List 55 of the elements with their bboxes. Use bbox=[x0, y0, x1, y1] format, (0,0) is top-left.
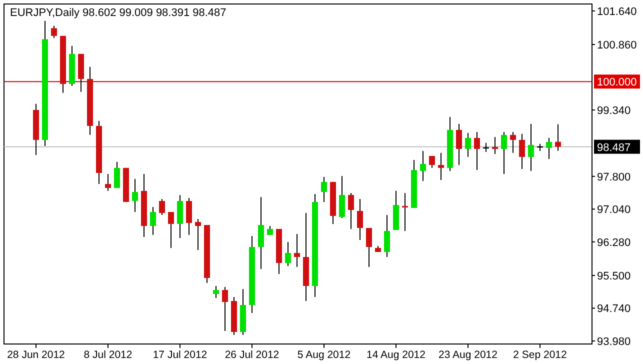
candlestick bbox=[150, 206, 156, 236]
candlestick bbox=[420, 150, 426, 182]
candlestick bbox=[213, 285, 219, 298]
candlestick bbox=[105, 173, 111, 192]
x-tick-label: 2 Sep 2012 bbox=[513, 349, 568, 361]
candlestick bbox=[285, 241, 291, 266]
y-tick-label: 97.800 bbox=[597, 171, 631, 184]
candlestick bbox=[294, 233, 300, 268]
y-tick-label: 99.340 bbox=[597, 105, 631, 118]
ref-line-label: 100.000 bbox=[597, 76, 637, 89]
x-tick-label: 17 Jul 2012 bbox=[152, 349, 208, 361]
candlestick bbox=[555, 124, 561, 152]
candlestick bbox=[267, 225, 273, 236]
candlestick bbox=[438, 152, 444, 180]
candlestick bbox=[186, 197, 192, 236]
y-tick-label: 100.860 bbox=[597, 40, 637, 52]
x-tick-label: 14 Aug 2012 bbox=[366, 349, 426, 361]
candlestick bbox=[510, 131, 516, 154]
candlestick bbox=[258, 196, 264, 270]
candlestick bbox=[528, 123, 534, 172]
candlestick bbox=[51, 25, 57, 38]
candlestick bbox=[348, 192, 354, 230]
y-tick-label: 93.980 bbox=[597, 336, 631, 348]
y-tick-label: 97.040 bbox=[597, 204, 631, 216]
x-tick-label: 8 Jul 2012 bbox=[84, 349, 132, 361]
x-tick-label: 26 Jul 2012 bbox=[224, 349, 280, 361]
candlestick bbox=[492, 136, 498, 154]
candlestick bbox=[177, 194, 183, 238]
candlestick bbox=[519, 133, 525, 170]
candlestick bbox=[366, 227, 372, 268]
candlestick bbox=[501, 131, 507, 174]
y-tick-label: 96.280 bbox=[597, 236, 631, 249]
x-tick-label: 28 Jun 2012 bbox=[7, 349, 66, 361]
x-tick-label: 5 Aug 2012 bbox=[297, 349, 351, 361]
candlestick bbox=[132, 178, 138, 212]
y-tick-label: 94.740 bbox=[597, 303, 631, 316]
ref-line-label: 98.487 bbox=[597, 142, 631, 154]
candlestick bbox=[546, 137, 552, 160]
candlestick bbox=[159, 198, 165, 216]
y-tick-label: 101.640 bbox=[597, 6, 637, 18]
candlestick bbox=[474, 131, 480, 170]
candlestick bbox=[168, 211, 174, 248]
candlestick bbox=[384, 214, 390, 258]
candlestick bbox=[402, 192, 408, 232]
candlestick bbox=[222, 286, 228, 332]
candlestick bbox=[357, 198, 363, 240]
candlestick bbox=[456, 123, 462, 166]
chart-title: EURJPY,Daily 98.602 99.009 98.391 98.487 bbox=[10, 7, 226, 19]
x-tick-label: 23 Aug 2012 bbox=[438, 349, 498, 361]
y-tick-label: 95.500 bbox=[597, 270, 631, 282]
candlestick bbox=[195, 218, 201, 250]
candlestick bbox=[114, 161, 120, 188]
candlestick bbox=[321, 176, 327, 202]
candlestick bbox=[465, 132, 471, 158]
candlestick bbox=[339, 175, 345, 218]
